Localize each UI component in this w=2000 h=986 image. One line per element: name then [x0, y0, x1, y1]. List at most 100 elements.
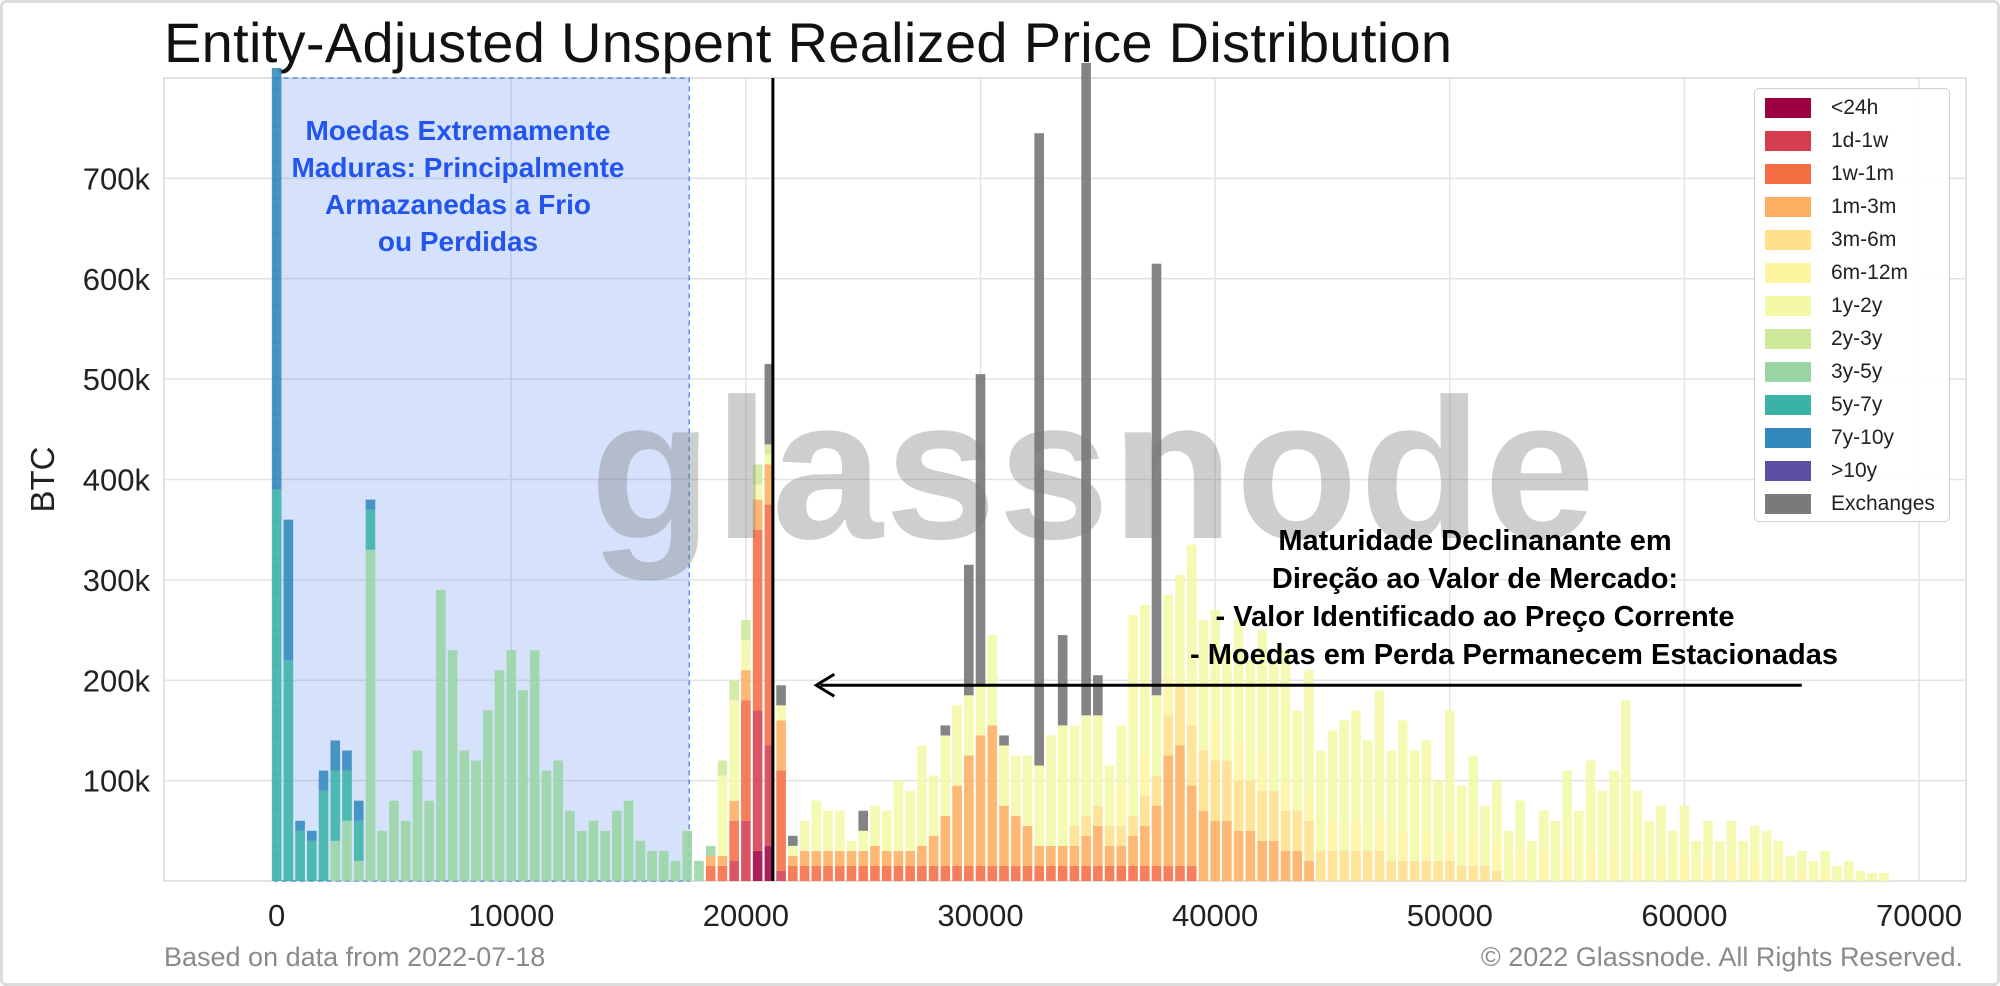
bar-1y2y — [1691, 840, 1701, 881]
bar-5y7y — [353, 820, 364, 861]
bar-6m12m — [1257, 750, 1267, 791]
bar-1y2y — [1738, 840, 1748, 881]
bar-7y10y — [271, 67, 282, 490]
bar-1y2y — [987, 635, 998, 726]
bar-1m3m — [1128, 835, 1138, 866]
bar-2y3y — [764, 444, 775, 455]
bar-1m3m — [952, 785, 962, 866]
bar-1m3m — [1222, 820, 1232, 881]
legend-item: 7y-10y — [1765, 423, 1894, 453]
bar-6m12m — [1233, 740, 1244, 781]
bar-1y2y — [1750, 825, 1760, 861]
bar-1y2y — [893, 780, 904, 851]
bar-3m6m — [1163, 715, 1174, 756]
bar-3m6m — [1292, 810, 1303, 851]
bar-3m6m — [1421, 860, 1432, 881]
bar-1y2y — [1761, 830, 1772, 881]
bar-1m3m — [1269, 840, 1279, 881]
bar-3m6m — [1351, 850, 1361, 881]
bar-3m6m — [1175, 685, 1185, 746]
bar-1y2y — [1574, 810, 1584, 881]
bar-3m6m — [1444, 860, 1455, 881]
bar-1w1m — [729, 820, 739, 861]
legend-label: 1d-1w — [1831, 129, 1889, 152]
bar-3m6m — [1257, 790, 1267, 841]
bar-1y2y — [1632, 790, 1643, 851]
bar-3y5y — [518, 690, 528, 881]
bar-3y5y — [682, 830, 693, 881]
bar-1m3m — [1280, 850, 1291, 881]
bar-1m3m — [811, 850, 822, 866]
legend-swatch — [1765, 197, 1811, 217]
bar-exchanges — [1057, 635, 1068, 726]
bar-3y5y — [365, 549, 376, 881]
bar-1w1m — [741, 700, 751, 821]
bar-1m3m — [858, 850, 869, 866]
bar-3y5y — [330, 840, 341, 881]
annotation-right-line: Direção ao Valor de Mercado: — [1271, 563, 1679, 595]
bar-1w1m — [846, 865, 857, 881]
bar-exchanges — [963, 564, 974, 696]
bar-3m6m — [1069, 825, 1080, 846]
legend-label: 1y-2y — [1831, 294, 1883, 317]
bar-7y10y — [342, 750, 352, 771]
bar-6m12m — [1421, 830, 1432, 861]
bar-1y2y — [1280, 650, 1291, 781]
bar-1y2y — [1398, 720, 1408, 831]
bar-1m3m — [999, 805, 1009, 866]
bar-1y2y — [1222, 650, 1232, 761]
bar-1m3m — [893, 850, 904, 866]
bar-1y2y — [1832, 865, 1842, 881]
bar-1w1m — [1081, 865, 1091, 881]
bar-1w1m — [1116, 865, 1127, 881]
bar-6m12m — [1468, 835, 1479, 866]
bar-3y5y — [623, 800, 634, 881]
bar-3y5y — [635, 840, 646, 881]
bar-1m3m — [1104, 845, 1115, 866]
bar-1d1w — [764, 745, 775, 846]
bar-1w1m — [1093, 865, 1103, 881]
bar-1y2y — [1620, 700, 1631, 881]
y-tick-label: 700k — [83, 161, 151, 196]
bar-1y2y — [823, 810, 833, 851]
bar-3m6m — [1116, 825, 1127, 846]
bar-3y5y — [506, 650, 517, 881]
bar-1y2y — [1527, 840, 1537, 881]
bar-1y2y — [1175, 574, 1185, 686]
x-tick-label: 10000 — [468, 898, 554, 933]
legend-swatch — [1765, 395, 1811, 415]
bar-1m3m — [1304, 860, 1314, 881]
legend-item: 1d-1w — [1765, 126, 1888, 156]
y-tick-label: 600k — [83, 262, 151, 297]
legend-swatch — [1765, 428, 1811, 448]
bar-1y2y — [1808, 860, 1819, 881]
bar-1y2y — [1468, 755, 1479, 836]
bar-5y7y — [318, 790, 329, 881]
bar-5y7y — [365, 509, 376, 550]
legend-item: 3m-6m — [1765, 225, 1896, 255]
bar-1y2y — [1456, 785, 1467, 866]
bar-6m12m — [1609, 850, 1619, 881]
bar-1d1w — [752, 710, 763, 851]
x-tick-label: 20000 — [703, 898, 789, 933]
annotation-mature-coins: Moedas Extremamente Maduras: Principalmen… — [258, 112, 658, 260]
bar-1y2y — [963, 695, 974, 756]
bar-1m3m — [881, 850, 892, 866]
bar-3m6m — [1409, 860, 1420, 881]
bar-1y2y — [1374, 690, 1385, 821]
bar-1y2y — [1609, 770, 1619, 851]
bar-1m3m — [1093, 825, 1103, 866]
y-tick-label: 300k — [83, 563, 151, 598]
bar-1m3m — [1022, 825, 1033, 866]
legend-label: 3y-5y — [1831, 360, 1883, 383]
bar-3y5y — [353, 860, 364, 881]
bar-1y2y — [1820, 850, 1831, 871]
legend-swatch — [1765, 164, 1811, 184]
bar-3y5y — [377, 830, 388, 881]
bar-3y5y — [494, 670, 505, 881]
legend-swatch — [1765, 98, 1811, 118]
annotation-left-line: Armazanedas a Frio — [324, 189, 592, 220]
bar-6m12m — [1515, 850, 1526, 881]
bar-1w1m — [881, 865, 892, 881]
